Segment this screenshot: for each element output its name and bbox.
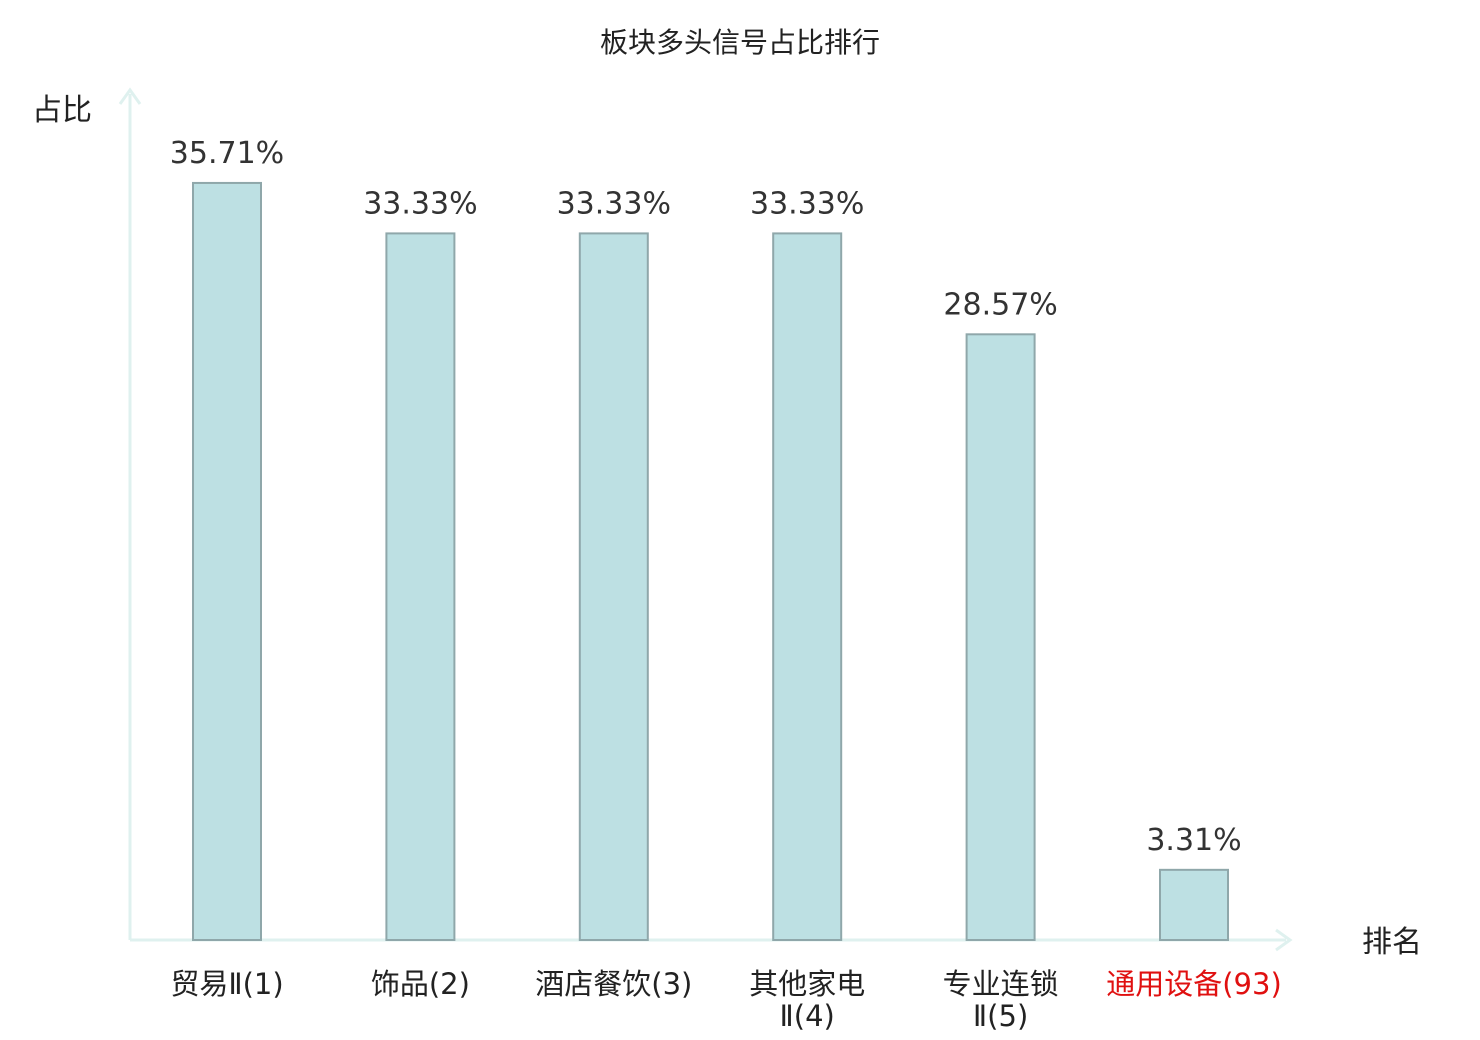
axes <box>118 87 1293 952</box>
value-labels-group: 35.71% 33.33% 33.33% 33.33% 28.57% 3.31% <box>170 136 1242 858</box>
x-axis-label: 排名 <box>1362 925 1422 960</box>
category-label: 贸易Ⅱ(1) <box>170 967 283 1001</box>
bar <box>772 232 843 942</box>
y-axis-label: 占比 <box>32 93 92 128</box>
bar <box>1159 868 1229 941</box>
category-label: Ⅱ(5) <box>973 999 1028 1033</box>
value-label: 33.33% <box>363 186 477 221</box>
category-label: 饰品(2) <box>371 967 470 1001</box>
chart-title: 板块多头信号占比排行 <box>600 26 880 59</box>
bar <box>965 333 1036 942</box>
value-label: 33.33% <box>750 186 864 221</box>
x-axis-arrow <box>1275 928 1293 952</box>
value-label: 3.31% <box>1146 823 1241 858</box>
category-label: 通用设备(93) <box>1106 967 1282 1001</box>
value-label: 33.33% <box>557 186 671 221</box>
category-label: 专业连锁 <box>943 967 1059 1001</box>
bars-group <box>192 181 1229 942</box>
y-axis-arrow <box>118 87 142 105</box>
value-label: 28.57% <box>943 287 1057 322</box>
bar <box>385 232 456 942</box>
bar <box>192 181 262 941</box>
category-label: 酒店餐饮(3) <box>535 967 692 1001</box>
category-label: 其他家电 <box>749 967 865 1001</box>
category-label: Ⅱ(4) <box>780 999 835 1033</box>
value-label: 35.71% <box>170 136 284 171</box>
bar <box>578 232 649 942</box>
